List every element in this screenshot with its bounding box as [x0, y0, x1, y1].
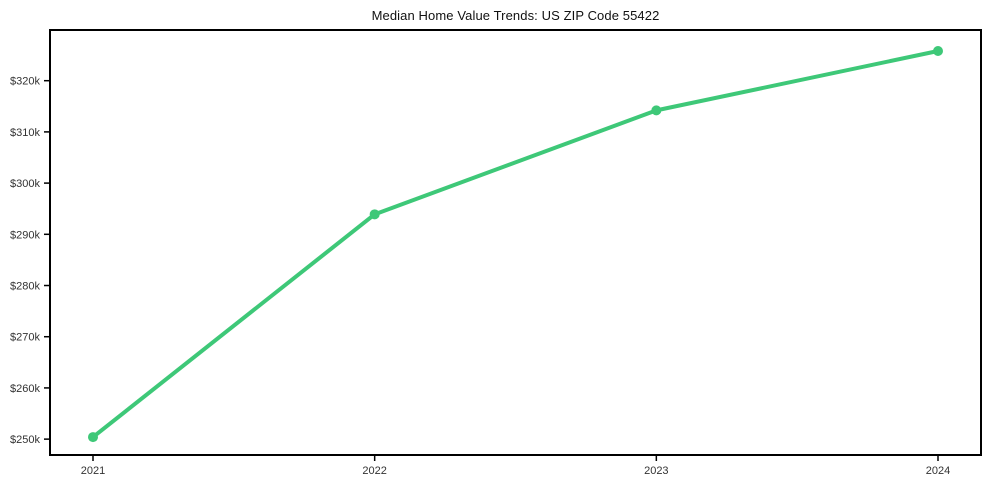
- x-tick-label: 2024: [926, 465, 950, 477]
- y-tick-label: $320k: [10, 76, 40, 88]
- trend-line: [91, 48, 940, 440]
- data-point-2022: [369, 209, 380, 220]
- x-tick-label: 2021: [81, 465, 105, 477]
- y-tick-label: $280k: [10, 281, 40, 293]
- chart-title: Median Home Value Trends: US ZIP Code 55…: [371, 8, 660, 23]
- y-tick-label: $250k: [10, 434, 40, 446]
- y-tick-label: $300k: [10, 178, 40, 190]
- y-tick-label: $260k: [10, 383, 40, 395]
- data-point-2021: [88, 432, 98, 443]
- x-tick-label: 2023: [644, 465, 668, 477]
- data-point-2024: [933, 45, 943, 56]
- data-point-2023: [651, 105, 662, 116]
- x-tick-label: 2022: [362, 465, 386, 477]
- y-tick-label: $290k: [10, 229, 40, 241]
- plot-border: [49, 29, 982, 456]
- y-tick-label: $270k: [10, 332, 40, 344]
- y-tick-label: $310k: [10, 127, 40, 139]
